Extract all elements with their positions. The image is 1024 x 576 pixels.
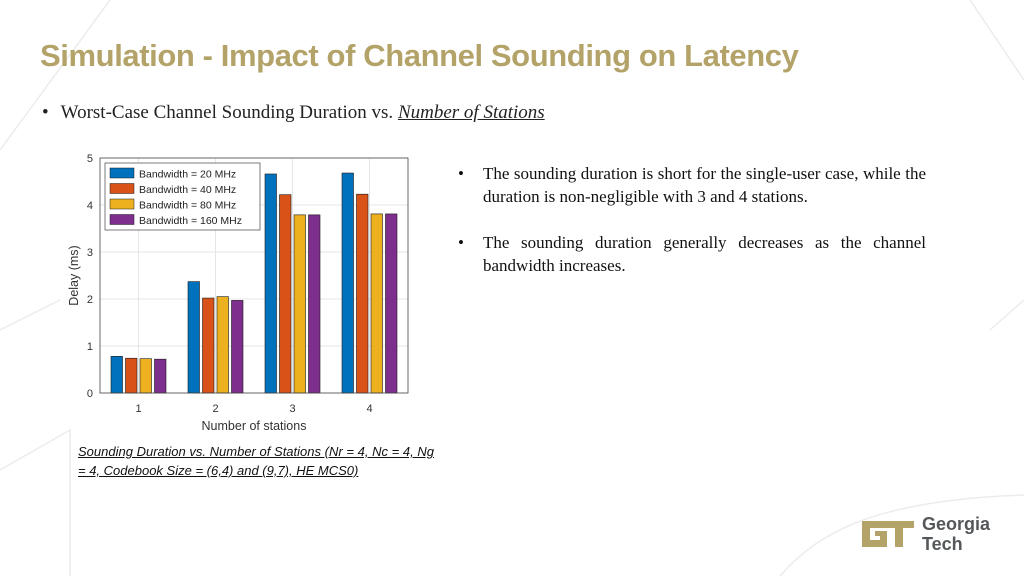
y-tick-label: 0 — [87, 388, 93, 400]
bar — [216, 296, 229, 394]
x-tick-label: 3 — [289, 403, 295, 415]
plot-frame — [99, 157, 409, 394]
logo-line-1: Georgia — [922, 514, 991, 534]
y-tick-label: 2 — [87, 294, 93, 306]
bullet-text: Worst-Case Channel Sounding Duration vs. — [60, 102, 398, 123]
logo-wordmark: Georgia Tech — [922, 514, 990, 554]
legend-label: Bandwidth = 80 MHz — [139, 200, 236, 212]
note-item: • The sounding duration generally decrea… — [458, 231, 926, 277]
bar — [356, 193, 369, 394]
note-text: The sounding duration is short for the s… — [483, 164, 926, 206]
x-tick-label: 2 — [212, 403, 218, 415]
figure-caption: Sounding Duration vs. Number of Stations… — [78, 444, 434, 478]
logo-line-2: Tech — [922, 534, 963, 554]
note-text: The sounding duration generally decrease… — [483, 233, 926, 275]
main-bullet: • Worst-Case Channel Sounding Duration vs… — [42, 102, 545, 124]
bar — [125, 357, 138, 394]
y-tick-label: 1 — [87, 341, 93, 353]
bar — [187, 281, 200, 394]
x-axis-label: Number of stations — [202, 419, 307, 433]
note-item: • The sounding duration is short for the… — [458, 162, 926, 208]
legend-swatch — [109, 167, 135, 179]
bar — [293, 214, 306, 394]
y-tick-label: 3 — [87, 247, 93, 259]
georgia-tech-logo: Georgia Tech — [858, 514, 990, 554]
bullet-dot: • — [458, 233, 464, 252]
legend-label: Bandwidth = 160 MHz — [139, 215, 242, 227]
bar — [231, 300, 244, 394]
bar — [385, 213, 398, 394]
y-tick-label: 5 — [87, 153, 93, 165]
bar — [154, 358, 167, 394]
chart-container: 0 1 2 3 4 5 1 2 3 4 Number of stations Delay (ms) Ba… — [62, 148, 422, 438]
y-axis-label: Delay (ms) — [67, 245, 81, 305]
bar — [279, 194, 292, 394]
bar — [202, 297, 215, 394]
bar-chart: 0 1 2 3 4 5 1 2 3 4 Number of stations Delay (ms) Ba… — [67, 153, 409, 433]
bar — [341, 172, 354, 394]
bar — [370, 213, 383, 394]
legend-swatch — [109, 198, 135, 210]
legend-swatch — [109, 214, 135, 225]
legend-label: Bandwidth = 20 MHz — [139, 169, 236, 181]
bullet-dot: • — [458, 164, 464, 183]
bar — [264, 173, 277, 394]
bullet-dot: • — [42, 102, 49, 123]
x-tick-label: 4 — [366, 403, 372, 415]
bullet-emphasis: Number of Stations — [397, 102, 545, 123]
notes-list: • The sounding duration is short for the… — [458, 162, 926, 300]
page-title: Simulation - Impact of Channel Sounding … — [40, 38, 799, 73]
gt-monogram-icon — [862, 521, 914, 547]
x-tick-label: 1 — [135, 403, 141, 415]
bar — [139, 358, 152, 394]
bar — [110, 356, 123, 394]
y-tick-label: 4 — [87, 200, 93, 212]
legend-label: Bandwidth = 40 MHz — [139, 184, 236, 196]
legend-swatch — [109, 183, 135, 194]
bar — [308, 214, 321, 394]
